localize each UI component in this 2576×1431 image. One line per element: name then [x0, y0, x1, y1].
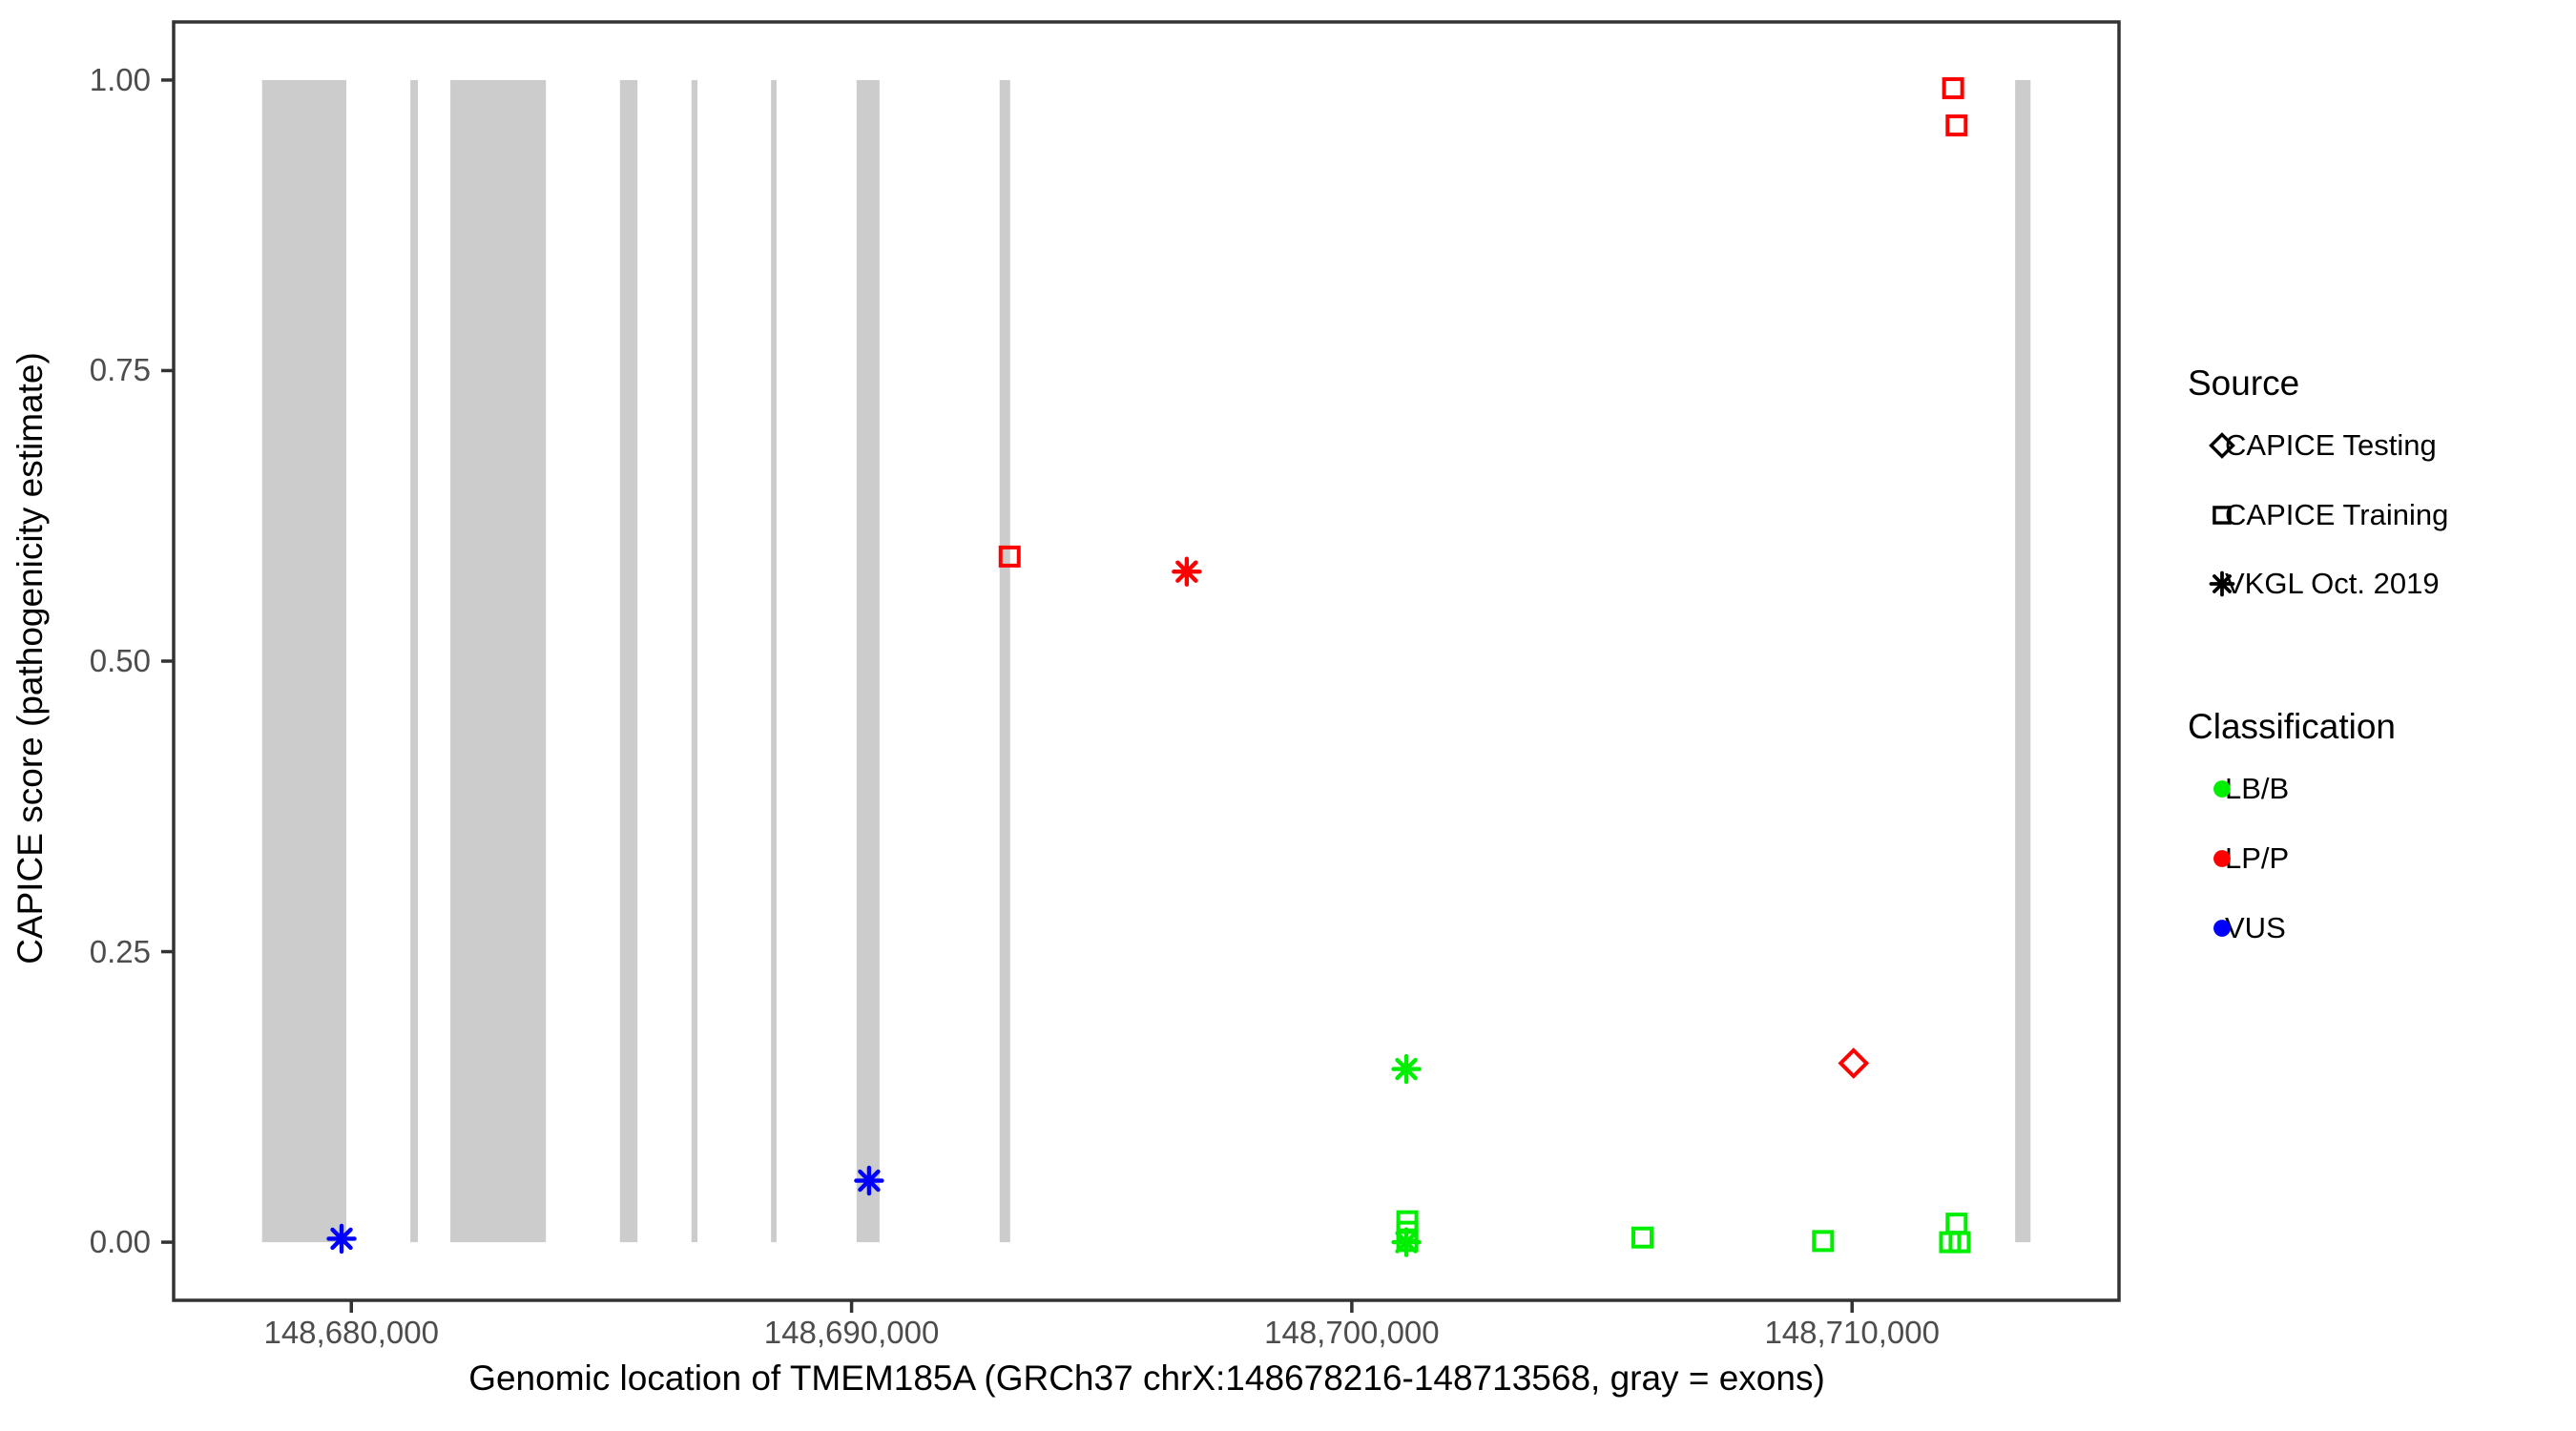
point-asterisk [1172, 556, 1202, 587]
point-square [1945, 1213, 1968, 1235]
legend-classification-label: LP/P [2225, 841, 2290, 875]
point-square [2212, 506, 2232, 525]
asterisk-arm [1395, 1057, 1418, 1081]
legend-classification-label: VUS [2225, 911, 2286, 944]
point-asterisk [1391, 1227, 1422, 1257]
legend-circle [2213, 780, 2231, 798]
legend-source-label: VKGL Oct. 2019 [2225, 567, 2440, 600]
square-icon [2212, 506, 2232, 525]
asterisk-arm [1175, 560, 1198, 583]
exon-bar [261, 79, 346, 1243]
legend-source-item: CAPICE Training [2203, 496, 2448, 534]
x-tick-label: 148,710,000 [1764, 1315, 1940, 1350]
y-tick-label: 0.00 [89, 1224, 151, 1260]
y-tick-label: 0.75 [89, 352, 151, 388]
exon-bar [999, 79, 1010, 1243]
legend-circle [2213, 850, 2231, 867]
legend-source-item: CAPICE Testing [2203, 426, 2437, 465]
exon-bar [771, 79, 777, 1243]
exon-bar [450, 79, 547, 1243]
point-asterisk [1391, 1053, 1422, 1085]
legend-classification-title: Classification [2188, 707, 2396, 746]
legend-classification-item: LB/B [2203, 770, 2289, 808]
circle-icon [2213, 920, 2231, 937]
point-square [1948, 1231, 1971, 1254]
exon-bar [2015, 79, 2031, 1243]
point-asterisk [2209, 570, 2235, 597]
legend-source-label: CAPICE Testing [2225, 428, 2437, 462]
x-tick-label: 148,690,000 [763, 1315, 940, 1350]
legend-classification-item: VUS [2203, 909, 2286, 947]
legend-classification-label: LB/B [2225, 772, 2290, 805]
diamond-icon [2209, 432, 2235, 459]
legend-classification-item: LP/P [2203, 840, 2289, 878]
y-tick-label: 1.00 [89, 61, 151, 97]
x-tick-label: 148,700,000 [1264, 1315, 1440, 1350]
exon-bar [619, 79, 638, 1243]
point-asterisk [326, 1223, 357, 1255]
exon-bar [691, 79, 698, 1243]
exon-bar [410, 79, 418, 1243]
asterisk-arm [330, 1227, 353, 1251]
asterisk-arm [1395, 1231, 1418, 1254]
point-diamond [1838, 1047, 1870, 1079]
legend-source-item: VKGL Oct. 2019 [2203, 565, 2440, 603]
point-square [1945, 114, 1968, 136]
circle-icon [2213, 780, 2231, 798]
asterisk-arm [2212, 574, 2232, 593]
point-square [1631, 1226, 1654, 1249]
asterisk-arm [858, 1169, 881, 1192]
point-square [998, 545, 1021, 568]
point-square [1942, 76, 1964, 99]
x-tick-label: 148,680,000 [263, 1315, 439, 1350]
asterisk-icon [2209, 570, 2235, 597]
y-tick-label: 0.50 [89, 643, 151, 678]
circle-icon [2213, 850, 2231, 867]
x-axis-title: Genomic location of TMEM185A (GRCh37 chr… [468, 1358, 1825, 1398]
point-square [1812, 1230, 1835, 1253]
legend-source-title: Source [2188, 363, 2300, 403]
exon-bar [856, 79, 880, 1243]
legend-circle [2213, 920, 2231, 937]
y-tick-label: 0.25 [89, 933, 151, 969]
legend-source-label: CAPICE Training [2225, 498, 2449, 531]
point-asterisk [854, 1165, 884, 1196]
point-diamond [2209, 432, 2235, 459]
